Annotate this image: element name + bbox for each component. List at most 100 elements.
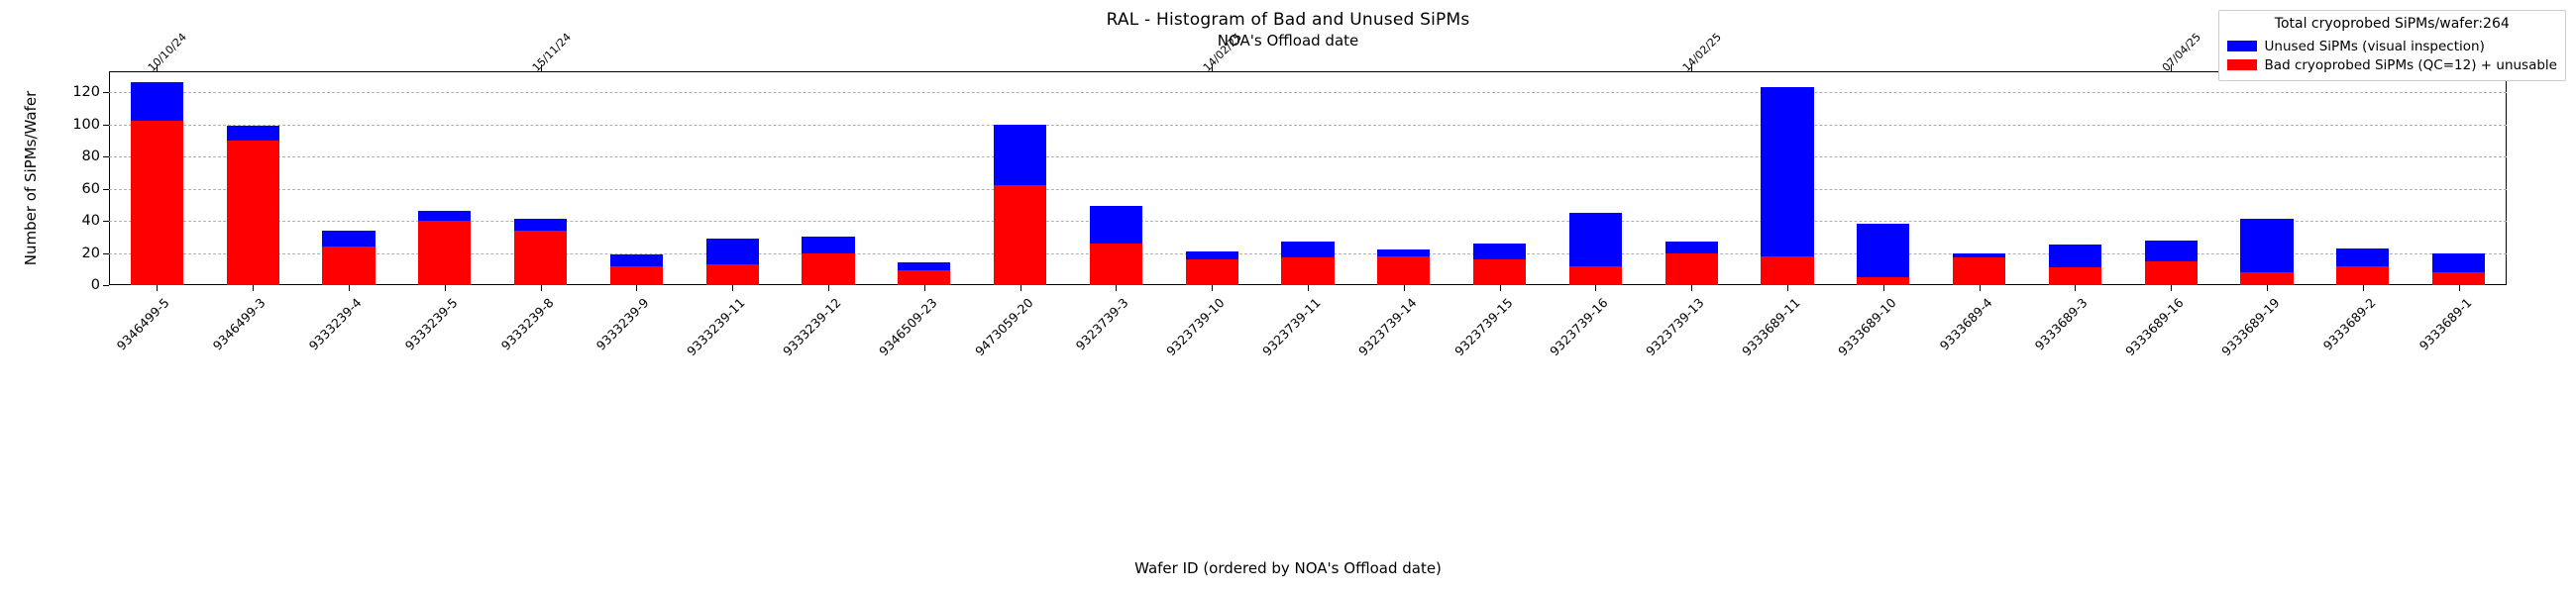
gridline xyxy=(109,221,2507,223)
bar-segment-unused xyxy=(2144,240,2198,261)
bar-stack xyxy=(513,219,568,285)
x-tick-mark xyxy=(1499,285,1501,291)
bar-segment-unused xyxy=(993,124,1047,186)
x-tick-mark xyxy=(1020,285,1021,291)
x-tick-mark xyxy=(923,285,925,291)
bar-segment-unused xyxy=(2431,252,2486,272)
bar-stack xyxy=(2240,219,2294,285)
bar-segment-bad xyxy=(513,230,568,285)
bar-stack xyxy=(993,124,1047,285)
x-tick-mark xyxy=(157,285,159,291)
bar-stack xyxy=(2048,245,2101,285)
bar-segment-bad xyxy=(2144,260,2198,285)
bar-stack xyxy=(418,211,472,285)
bar-segment-bad xyxy=(1761,255,1814,285)
x-tick-label: 9346499-3 xyxy=(210,295,268,353)
bar-segment-unused xyxy=(418,211,472,222)
x-tick-label: 9333689-16 xyxy=(2122,295,2187,359)
x-tick-label: 9333689-19 xyxy=(2218,295,2283,359)
y-tick-mark xyxy=(103,156,109,158)
x-tick-label: 9323739-13 xyxy=(1643,295,1707,359)
chart-title: RAL - Histogram of Bad and Unused SiPMs xyxy=(1106,10,1470,30)
bar-stack xyxy=(1664,242,1718,285)
bar-segment-unused xyxy=(898,262,951,271)
bar-segment-bad xyxy=(1952,257,2006,285)
bar-stack xyxy=(1089,206,1142,285)
bar-segment-bad xyxy=(322,247,376,285)
x-tick-label: 9333689-4 xyxy=(1936,295,1995,353)
bar-stack xyxy=(1568,212,1622,285)
bar-segment-bad xyxy=(1185,259,1238,285)
y-tick-mark xyxy=(103,124,109,126)
bar-segment-bad xyxy=(609,265,663,285)
x-tick-label: 9323739-15 xyxy=(1450,295,1516,359)
chart-subtitle: NOA's Offload date xyxy=(1217,32,1359,50)
bar-segment-unused xyxy=(705,238,759,264)
bar-stack xyxy=(1377,249,1431,285)
y-tick-label: 60 xyxy=(81,180,100,197)
bar-segment-unused xyxy=(2336,248,2390,266)
bar-stack xyxy=(1281,242,1335,285)
legend-swatch-blue xyxy=(2226,41,2257,51)
y-tick-mark xyxy=(103,188,109,190)
bar-segment-bad xyxy=(130,121,183,285)
bar-stack xyxy=(2431,252,2486,285)
bar-stack xyxy=(1185,250,1238,285)
bar-segment-bad xyxy=(1857,276,1910,285)
x-tick-mark xyxy=(2362,285,2364,291)
x-tick-mark xyxy=(1787,285,1788,291)
bar-stack xyxy=(2336,248,2390,285)
y-tick-mark xyxy=(103,285,109,286)
bar-stack xyxy=(322,230,376,285)
bar-segment-unused xyxy=(1185,250,1238,259)
x-tick-label: 9333689-3 xyxy=(2032,295,2091,353)
bar-segment-unused xyxy=(513,219,568,231)
gridline xyxy=(109,124,2507,126)
x-tick-mark xyxy=(732,285,734,291)
bar-segment-bad xyxy=(1377,255,1431,285)
x-tick-mark xyxy=(2267,285,2268,291)
x-axis-label: Wafer ID (ordered by NOA's Offload date) xyxy=(1134,559,1442,577)
legend-label-unused: Unused SiPMs (visual inspection) xyxy=(2264,38,2485,54)
x-tick-label: 9333239-12 xyxy=(780,295,844,359)
y-tick-mark xyxy=(103,252,109,254)
bar-segment-unused xyxy=(1377,249,1431,256)
x-tick-mark xyxy=(1116,285,1118,291)
bar-segment-bad xyxy=(1089,243,1142,285)
bar-segment-bad xyxy=(226,140,279,285)
bar-stack xyxy=(705,238,759,285)
bar-segment-bad xyxy=(1472,259,1527,285)
bar-segment-unused xyxy=(1568,212,1622,266)
bar-stack xyxy=(1952,252,2006,285)
x-tick-label: 9333239-9 xyxy=(593,295,652,353)
legend-item-unused[interactable]: Unused SiPMs (visual inspection) xyxy=(2226,37,2557,55)
x-tick-mark xyxy=(444,285,446,291)
legend-label-bad: Bad cryoprobed SiPMs (QC=12) + unusable xyxy=(2264,56,2557,73)
gridline xyxy=(109,92,2507,94)
bar-stack xyxy=(130,82,183,285)
bar-stack xyxy=(609,254,663,285)
bar-segment-unused xyxy=(1472,243,1527,259)
bar-stack xyxy=(802,237,855,285)
bar-segment-bad xyxy=(802,252,855,285)
x-tick-label: 9333239-5 xyxy=(401,295,461,353)
x-tick-label: 9323739-14 xyxy=(1354,295,1420,359)
bar-stack xyxy=(226,126,279,285)
x-tick-mark xyxy=(1212,285,1214,291)
bar-segment-bad xyxy=(898,270,951,285)
y-tick-label: 0 xyxy=(90,277,100,293)
y-tick-label: 40 xyxy=(81,213,100,230)
bar-segment-unused xyxy=(1664,242,1718,253)
y-tick-label: 20 xyxy=(81,245,100,261)
legend-item-bad[interactable]: Bad cryoprobed SiPMs (QC=12) + unusable xyxy=(2226,55,2557,74)
y-tick-label: 100 xyxy=(72,116,100,133)
bar-segment-unused xyxy=(226,126,279,141)
x-tick-label: 9323739-11 xyxy=(1259,295,1324,359)
gridline xyxy=(109,188,2507,190)
x-tick-label: 9346499-5 xyxy=(114,295,172,353)
bar-segment-unused xyxy=(2048,245,2101,268)
legend-swatch-red xyxy=(2226,59,2257,70)
bar-segment-bad xyxy=(2336,265,2390,285)
bar-segment-unused xyxy=(1952,252,2006,258)
bar-stack xyxy=(898,262,951,285)
